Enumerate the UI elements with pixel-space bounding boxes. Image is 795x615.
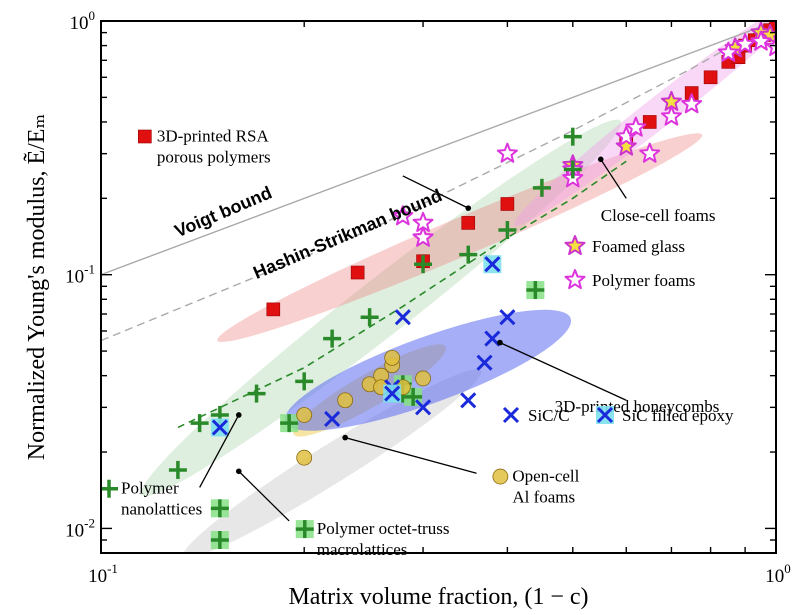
point-open-cell-al-foams-1 (296, 407, 313, 423)
leader-line-polymer-octet-truss-macrolattices (238, 470, 290, 522)
y-axis-label: Normalized Young's modulus, Ẽ/Eₘ (24, 114, 50, 460)
point-3d-printed-rsa-porous-polymers-3 (461, 216, 476, 230)
leader-line-open-cell-al-foams (344, 436, 477, 474)
leader-dot-3d-printed-rsa-porous-polymers (465, 205, 472, 211)
point-polymer-foams-2 (412, 226, 434, 247)
annotation-3d-printed-rsa-porous-polymers: 3D-printed RSA porous polymers (157, 126, 271, 166)
y-tick-label-1: 10-1 (65, 262, 95, 288)
legend-marker-3d-printed-rsa-porous-polymers (138, 129, 152, 144)
point-polymer-nanolattices-7 (414, 255, 433, 274)
point-polymer-foams-13 (750, 30, 772, 51)
leader-line-polymer-nanolattices (199, 414, 240, 488)
point-sic-c-0 (324, 410, 341, 428)
point-polymer-octet-truss-macrolattices-1 (210, 499, 229, 518)
point-polymer-nanolattices-12 (563, 127, 582, 146)
legend-marker-sic-c (502, 406, 520, 424)
x-axis-label: Matrix volume fraction, (1 − c) (288, 584, 588, 610)
legend-marker-open-cell-al-foams (492, 468, 509, 485)
point-3d-printed-rsa-porous-polymers-1 (350, 265, 365, 280)
point-polymer-nanolattices-5 (323, 329, 342, 348)
leader-dot-open-cell-al-foams (342, 434, 348, 441)
y-tick-label-0: 10-2 (65, 515, 95, 541)
point-sic-c-5 (476, 354, 493, 371)
point-polymer-octet-truss-macrolattices-2 (280, 414, 299, 433)
legend-marker-foamed-glass (564, 235, 586, 256)
point-3d-printed-rsa-porous-polymers-4 (500, 197, 515, 211)
annotation-polymer-octet-truss-macrolattices: Polymer octet-truss macrolattices (317, 519, 450, 559)
point-3d-printed-rsa-porous-polymers-0 (266, 302, 281, 317)
y-tick-label-2: 100 (70, 8, 96, 34)
leader-dot-polymer-octet-truss-macrolattices (235, 468, 242, 475)
annotation-close-cell-foams: Close-cell foams (601, 206, 716, 225)
point-3d-printed-rsa-porous-polymers-7 (642, 115, 657, 129)
x-tick-label-0: 10-1 (88, 561, 118, 587)
point-polymer-foams-11 (717, 41, 739, 62)
legend-marker-sic-filled-epoxy (596, 406, 614, 424)
point-polymer-foams-10 (681, 93, 703, 114)
point-polymer-nanolattices-8 (459, 245, 478, 264)
point-3d-printed-rsa-porous-polymers-9 (703, 70, 718, 85)
legend-label-sic-filled-epoxy: SiC filled epoxy (622, 406, 734, 425)
leader-dot-3d-printed-honeycombs (497, 339, 503, 346)
point-open-cell-al-foams-2 (337, 392, 354, 409)
leader-line-3d-printed-rsa-porous-polymers (402, 175, 469, 209)
point-open-cell-al-foams-7 (384, 349, 401, 366)
point-polymer-foams-3 (496, 142, 518, 163)
annotation-3d-printed-honeycombs: 3D-printed honeycombs (555, 397, 720, 416)
leader-line-close-cell-foams (600, 158, 627, 199)
point-polymer-nanolattices-9 (498, 221, 517, 240)
leader-dot-polymer-nanolattices (235, 412, 242, 418)
point-open-cell-al-foams-0 (296, 449, 313, 466)
point-polymer-nanolattices-11 (563, 160, 582, 179)
legend-marker-polymer-foams (564, 269, 586, 290)
point-polymer-nanolattices-1 (190, 414, 209, 433)
point-polymer-foams-9 (660, 105, 682, 126)
point-sic-filled-epoxy-1 (383, 384, 402, 403)
legend-label-sic-c: SiC/C (528, 406, 570, 425)
x-tick-label-1: 100 (765, 561, 791, 587)
point-polymer-foams-12 (734, 33, 756, 54)
trend-line-nanolattices (177, 160, 627, 429)
point-sic-c-3 (414, 399, 432, 416)
point-sic-c-7 (499, 309, 516, 326)
legend-label-foamed-glass: Foamed glass (592, 237, 685, 256)
point-foamed-glass-2 (615, 135, 637, 156)
point-polymer-octet-truss-macrolattices-0 (210, 531, 229, 550)
plot-background (101, 21, 776, 553)
annotation-polymer-nanolattices: Polymer nanolattices (121, 479, 202, 519)
point-sic-c-6 (484, 330, 501, 347)
point-polymer-foams-7 (625, 116, 647, 137)
annotation-open-cell-al-foams: Open-cell Al foams (512, 467, 579, 507)
point-polymer-foams-0 (392, 205, 414, 226)
leader-line-3d-printed-honeycombs (499, 342, 627, 401)
point-polymer-nanolattices-3 (247, 384, 266, 403)
point-polymer-octet-truss-macrolattices-6 (526, 281, 545, 300)
region-polymer-octet-truss-macrolattices (182, 369, 482, 553)
point-polymer-nanolattices-0 (168, 460, 187, 479)
legend-label-polymer-foams: Polymer foams (592, 271, 695, 290)
point-open-cell-al-foams-9 (415, 370, 431, 387)
point-polymer-nanolattices-6 (360, 308, 379, 327)
point-polymer-nanolattices-10 (532, 178, 551, 197)
point-polymer-nanolattices-4 (295, 372, 314, 391)
point-sic-filled-epoxy-2 (483, 255, 502, 274)
bound-voigt-bound (101, 21, 776, 276)
bound-hashin-strikman-bound (101, 21, 776, 342)
legend-marker-polymer-octet-truss-macrolattices (295, 520, 314, 539)
leader-dot-close-cell-foams (597, 156, 604, 163)
region-3d-printed-rsa-porous-polymers (217, 133, 703, 342)
point-polymer-foams-8 (639, 142, 661, 163)
point-sic-c-4 (460, 392, 477, 409)
legend-marker-polymer-nanolattices (100, 479, 118, 498)
point-sic-c-2 (394, 309, 411, 326)
region-polymer-nanolattices (141, 119, 622, 497)
point-sic-filled-epoxy-0 (210, 418, 229, 437)
